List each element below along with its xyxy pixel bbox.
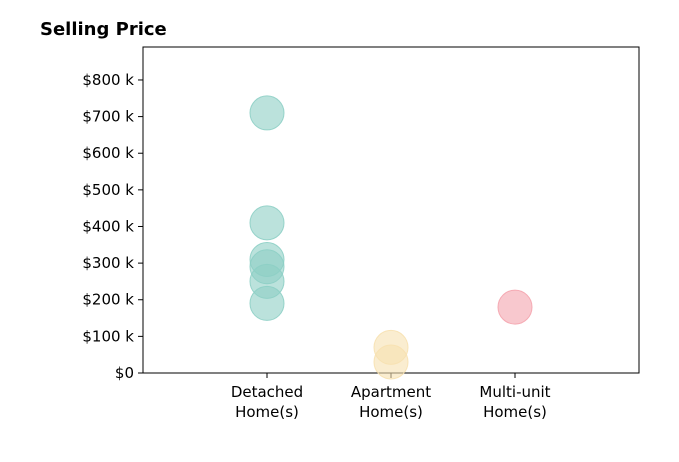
y-tick-label: $500 k [82,181,134,199]
y-tick-label: $0 [115,364,134,382]
y-tick-label: $100 k [82,327,134,345]
y-tick-label: $400 k [82,217,134,235]
data-point [249,205,285,241]
x-axis: Detached Home(s) Apartment Home(s) Multi-uni… [231,373,551,421]
data-point [373,344,409,380]
x-tick-label: Multi-unit Home(s) [479,383,550,421]
data-point [497,289,533,325]
y-tick-label: $300 k [82,254,134,272]
y-tick-label: $200 k [82,291,134,309]
y-tick-label: $700 k [82,108,134,126]
y-tick-label: $600 k [82,144,134,162]
x-tick-label: Apartment Home(s) [351,383,431,421]
x-tick-label: Detached Home(s) [231,383,303,421]
data-points [249,95,533,380]
chart-title: Selling Price [40,19,167,40]
plot-area [142,46,640,374]
y-tick-label: $800 k [82,71,134,89]
y-axis: $0 $100 k $200 k $300 k $400 k $500 k $600 k $7… [82,71,143,382]
data-point [249,285,285,321]
data-point [249,95,285,131]
